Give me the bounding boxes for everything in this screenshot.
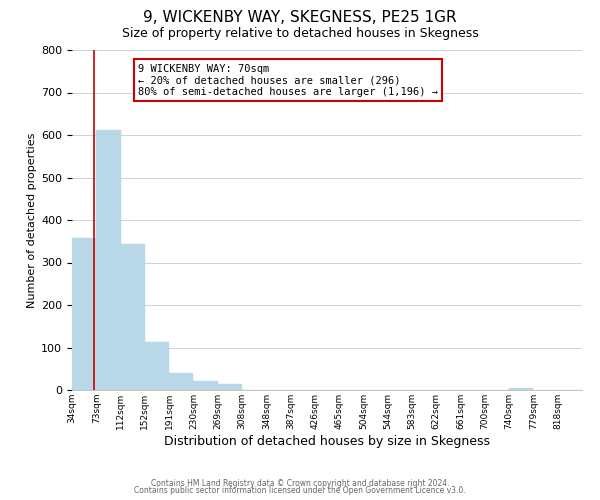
- Text: 9 WICKENBY WAY: 70sqm
← 20% of detached houses are smaller (296)
80% of semi-det: 9 WICKENBY WAY: 70sqm ← 20% of detached …: [139, 64, 438, 97]
- Text: 9, WICKENBY WAY, SKEGNESS, PE25 1GR: 9, WICKENBY WAY, SKEGNESS, PE25 1GR: [143, 10, 457, 25]
- Bar: [193, 380, 218, 390]
- X-axis label: Distribution of detached houses by size in Skegness: Distribution of detached houses by size …: [164, 434, 490, 448]
- Text: Contains public sector information licensed under the Open Government Licence v3: Contains public sector information licen…: [134, 486, 466, 495]
- Bar: [96, 130, 121, 390]
- Bar: [509, 388, 533, 390]
- Bar: [145, 342, 169, 390]
- Bar: [121, 244, 145, 390]
- Bar: [169, 373, 193, 390]
- Text: Contains HM Land Registry data © Crown copyright and database right 2024.: Contains HM Land Registry data © Crown c…: [151, 478, 449, 488]
- Y-axis label: Number of detached properties: Number of detached properties: [27, 132, 37, 308]
- Bar: [218, 384, 242, 390]
- Text: Size of property relative to detached houses in Skegness: Size of property relative to detached ho…: [122, 28, 478, 40]
- Bar: [72, 238, 96, 390]
